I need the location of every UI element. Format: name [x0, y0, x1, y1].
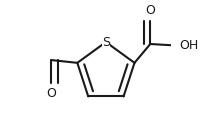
Text: OH: OH: [179, 39, 198, 52]
Text: O: O: [145, 4, 155, 17]
Text: S: S: [102, 36, 110, 49]
Text: O: O: [47, 87, 57, 100]
